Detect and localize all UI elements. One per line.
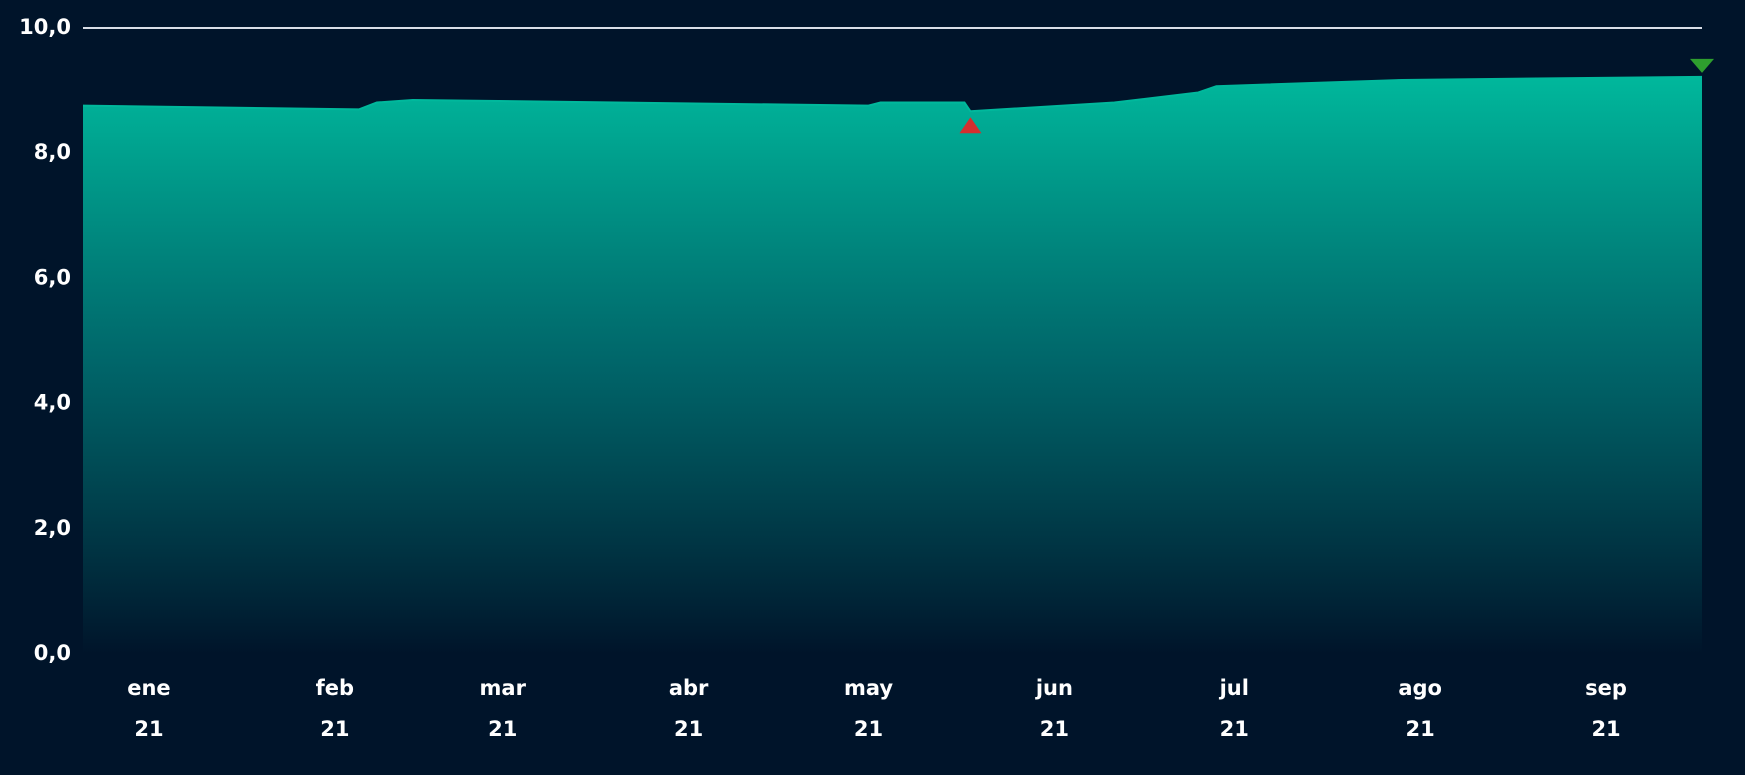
x-tick-label: 21 [134,717,163,741]
x-tick-label: mar [480,676,527,700]
x-tick-label: 21 [1040,717,1069,741]
x-tick-label: 21 [488,717,517,741]
y-tick-label: 2,0 [34,516,71,540]
max-marker [1690,58,1714,73]
x-tick-label: ene [127,676,170,700]
area [83,76,1702,654]
x-tick-label: 21 [1591,717,1620,741]
min-marker [959,117,982,134]
x-tick-label: 21 [854,717,883,741]
y-tick-label: 4,0 [34,391,71,415]
x-tick-label: sep [1585,676,1627,700]
area-line [82,75,1703,113]
x-tick-label: jul [1219,676,1249,700]
x-tick-label: 21 [674,717,703,741]
y-tick-label: 6,0 [34,265,71,289]
x-tick-label: may [844,676,893,700]
x-tick-label: 21 [1406,717,1435,741]
x-tick-label: abr [669,676,709,700]
x-tick-label: 21 [1220,717,1249,741]
x-tick-label: feb [316,676,354,700]
y-tick-label: 10,0 [19,15,71,39]
x-tick-label: ago [1398,676,1442,700]
x-tick-label: 21 [320,717,349,741]
y-tick-label: 8,0 [34,140,71,164]
y-tick-label: 0,0 [34,641,71,665]
x-tick-label: jun [1035,676,1073,700]
